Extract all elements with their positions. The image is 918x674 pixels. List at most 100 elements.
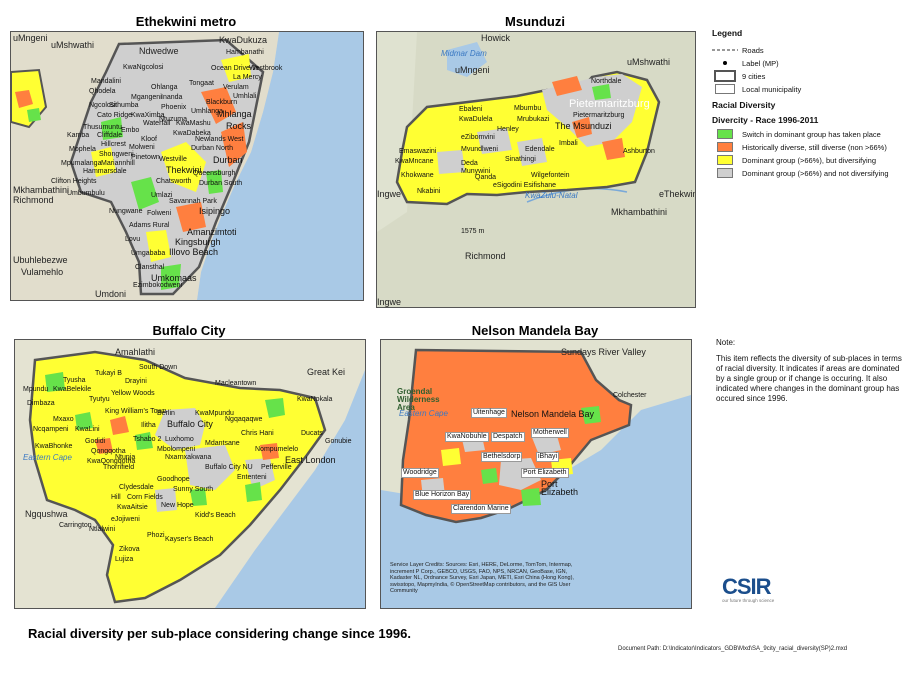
label-kloof: Kloof xyxy=(141,136,157,143)
legend: Legend Roads Label (MP) 9 cities Local m… xyxy=(712,28,912,180)
label-phozi: Phozi xyxy=(147,532,165,539)
note-block: Note: This item reflects the diversity o… xyxy=(716,338,906,404)
legend-cities-label: 9 cities xyxy=(742,71,766,81)
label-vulamehlo: Vulamehlo xyxy=(21,267,64,277)
label-northdale: Northdale xyxy=(591,78,622,85)
label-tukayi: Tukayi B xyxy=(95,370,122,377)
label-rocks: Rocks xyxy=(226,121,252,131)
buffalo-map[interactable]: Amahlathi Great Kei South Down Tukayi B … xyxy=(14,339,366,609)
label-howick: Howick xyxy=(481,33,511,43)
label-nkabini: Nkabini xyxy=(417,188,441,195)
legend-swatch-icon xyxy=(712,155,738,165)
label-colchester: Colchester xyxy=(613,392,647,399)
label-tyusha: Tyusha xyxy=(63,377,86,384)
label-ingwe-bottom: Ingwe xyxy=(377,297,402,307)
label-woodridge: Woodridge xyxy=(401,468,439,478)
figure-caption: Racial diversity per sub-place consideri… xyxy=(28,626,411,641)
label-richmond: Richmond xyxy=(13,195,54,205)
label-ubuhlebezwe: Ubuhlebezwe xyxy=(13,255,68,265)
label-ebaleni: Ebaleni xyxy=(459,106,483,113)
label-eojiweni: eJojiweni xyxy=(111,516,140,523)
label-lovu: Lovu xyxy=(125,236,141,243)
label-nelson-mandela-bay: Nelson Mandela Bay xyxy=(511,409,595,419)
note-heading: Note: xyxy=(716,338,736,347)
legend-category-label: Dominant group (>66%), but diversifying xyxy=(742,155,877,165)
label-imbali: Imbali xyxy=(559,140,578,147)
label-kwaximba: KwaXimba xyxy=(131,112,165,119)
label-carrington: Carrington xyxy=(59,522,92,529)
label-uitenhage: Uitenhage xyxy=(471,408,507,418)
label-mdantsane: Mdantsane xyxy=(205,440,240,447)
label-kaysers-beach: Kayser's Beach xyxy=(165,536,214,543)
label-kamba: Kamba xyxy=(67,132,90,139)
label-ententeni: Ententeni xyxy=(237,474,267,481)
label-ndwedwe: Ndwedwe xyxy=(139,46,179,56)
label-folweni: Folweni xyxy=(147,210,172,217)
label-hambanathi: Hambanathi xyxy=(226,49,264,56)
municipality-boundary-icon xyxy=(712,84,738,94)
msunduzi-map-title: Msunduzi xyxy=(505,14,565,29)
label-mpumalanga: Mpumalanga xyxy=(61,160,102,167)
label-kwadabeka: KwaDabeka xyxy=(173,130,211,137)
label-buffalo-city: Buffalo City xyxy=(167,419,213,429)
nmb-map[interactable]: Sundays River Valley Groendal Wilderness… xyxy=(380,339,692,609)
label-mariannhill: Mariannhill xyxy=(101,160,135,167)
label-ezimbokodweni: Ezimbokodweni xyxy=(133,282,183,289)
label-umkomaas: Umkomaas xyxy=(151,273,197,283)
label-mandalini: Mandalini xyxy=(91,78,121,85)
label-sundays-river-valley: Sundays River Valley xyxy=(561,347,646,357)
label-phoenix: Phoenix xyxy=(161,104,187,111)
label-inanda: Inanda xyxy=(161,94,183,101)
label-port-elizabeth-big: Port Elizabeth xyxy=(541,479,579,497)
label-ocean-drive-in: Ocean Drive-In xyxy=(211,65,259,72)
point-icon xyxy=(712,60,738,66)
label-groendal: Groendal Wilderness Area xyxy=(397,387,440,412)
label-clansthal: Clansthal xyxy=(135,264,165,271)
label-newlands-west: Newlands West xyxy=(195,136,244,143)
label-qhodela: Qhodela xyxy=(89,88,116,95)
label-south-down: South Down xyxy=(139,364,178,371)
label-savannah-park: Savannah Park xyxy=(169,198,217,205)
label-mgangeni: Mgangeni xyxy=(131,94,162,101)
label-tshabo: Tshabo 2 xyxy=(133,436,162,443)
label-mpundu: Mpundu xyxy=(23,386,49,393)
csir-logo-tagline: our future through science xyxy=(722,598,775,603)
label-shongweni: Shongweni xyxy=(99,151,134,158)
label-nungwane: Nungwane xyxy=(109,208,143,215)
csir-logo: CSIR our future through science xyxy=(722,574,782,603)
label-qinisani: Ngcolosi xyxy=(89,102,116,109)
label-thornfield: Thornfield xyxy=(103,464,135,471)
label-midmar-dam: Midmar Dam xyxy=(441,49,487,58)
label-kwabelekile: KwaBelekile xyxy=(53,386,92,393)
label-khokwane: Khokwane xyxy=(401,172,434,179)
label-elevation: 1575 m xyxy=(461,228,485,235)
label-umhlali: Umhlali xyxy=(233,93,257,100)
label-amanzimtoti: Amanzimtoti xyxy=(187,227,237,237)
label-mrubukazi: Mrubukazi xyxy=(517,116,550,123)
label-mkhambathini: Mkhambathini xyxy=(13,185,70,195)
label-ingwe-top: Ingwe xyxy=(377,189,402,199)
msunduzi-map[interactable]: Howick Midmar Dam uMngeni uMshwathi Nort… xyxy=(376,31,696,308)
label-hammarsdale: Hammarsdale xyxy=(83,168,127,175)
label-clifton-heights: Clifton Heights xyxy=(51,178,97,185)
label-dimbaza: Dimbaza xyxy=(27,400,55,407)
label-sinathingi: Sinathingi xyxy=(505,156,536,163)
legend-row-label: Label (MP) xyxy=(712,57,912,69)
label-qanda: Qanda xyxy=(475,174,497,181)
buffalo-map-graphic xyxy=(15,340,365,608)
label-clarendon-marine: Clarendon Marine xyxy=(451,504,511,514)
label-ezibomvini: eZibomvini xyxy=(461,134,495,141)
label-kwalini: KwaLini xyxy=(75,426,100,433)
ethekwini-map[interactable]: uMngeni uMshwathi Ndwedwe KwaDukuza Hamb… xyxy=(10,31,364,301)
label-great-kei: Great Kei xyxy=(307,367,346,377)
label-kwanokala: KwaNokala xyxy=(297,396,333,403)
label-kwanobuhle: KwaNobuhle xyxy=(445,432,489,442)
label-kwazulu-natal: KwaZulu-Natal xyxy=(525,191,578,200)
label-la-mercy: La Mercy xyxy=(233,74,262,81)
label-kwamncane: KwaMncane xyxy=(395,158,434,165)
label-thusumuntu: Thusumuntu xyxy=(83,124,122,131)
label-eastern-cape: Eastern Cape xyxy=(23,453,72,462)
label-durban: Durban xyxy=(213,155,243,165)
label-cato-ridge: Cato Ridge xyxy=(97,112,133,119)
label-berlin: Berlin xyxy=(157,410,175,417)
